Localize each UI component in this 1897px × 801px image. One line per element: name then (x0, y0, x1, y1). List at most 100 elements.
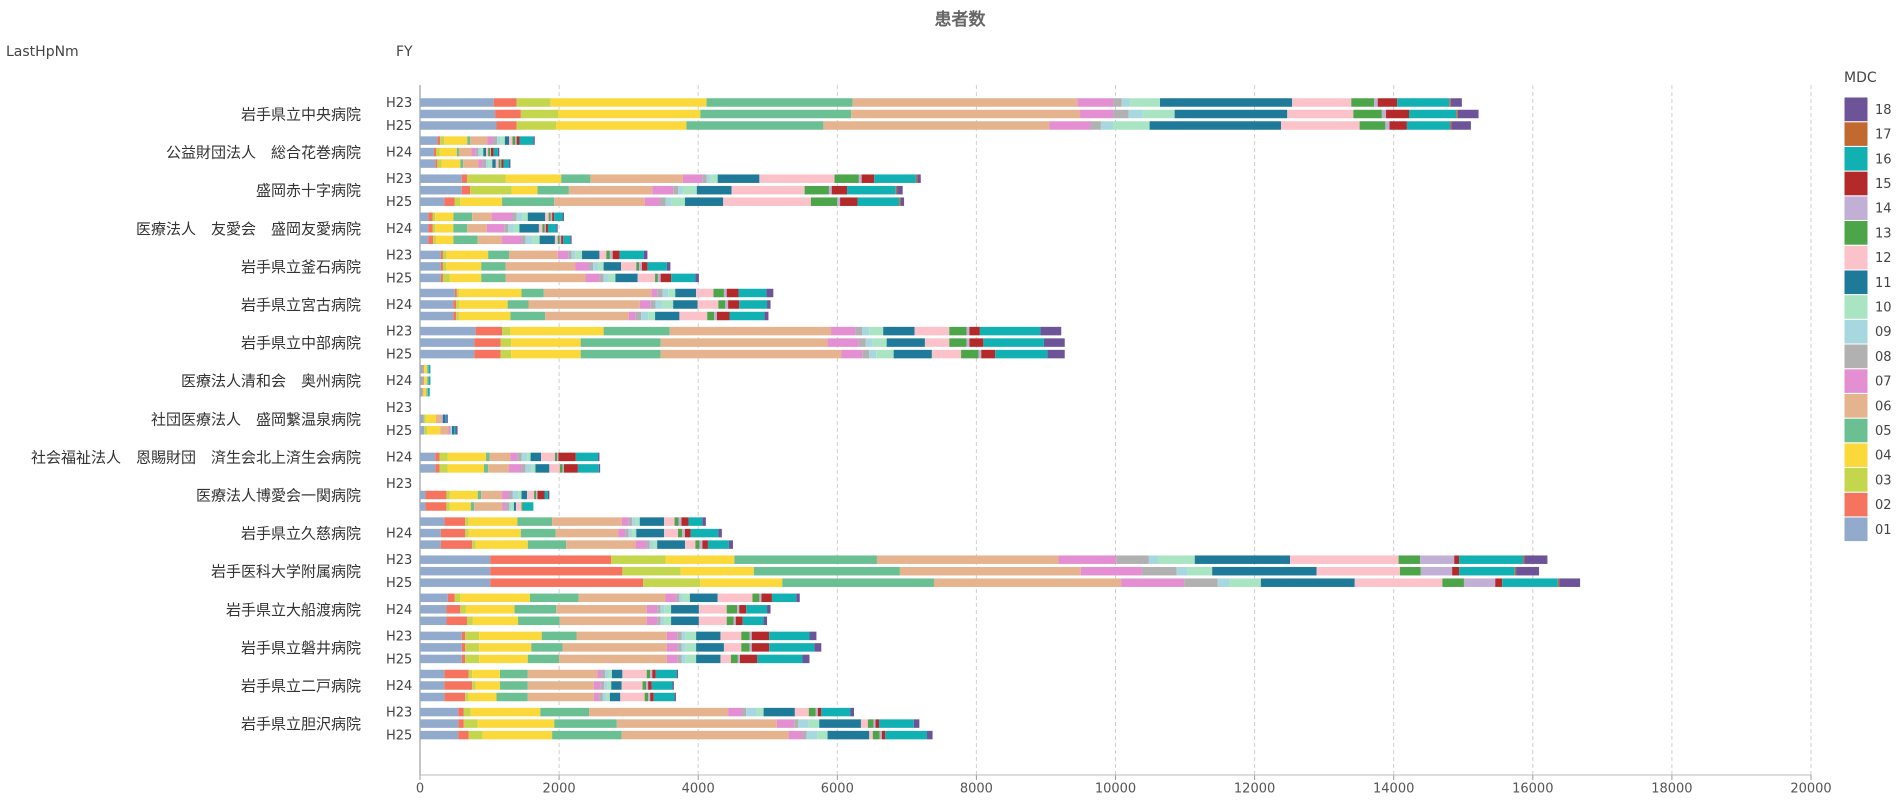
bar-segment (718, 300, 726, 309)
bar-segment (490, 147, 494, 157)
fy-label: H24 (386, 527, 412, 542)
bar-segment (668, 288, 676, 298)
bar-segment (446, 605, 461, 614)
bar-segment (558, 109, 701, 119)
bar-segment (603, 273, 609, 283)
legend-label: 16 (1875, 152, 1892, 167)
fy-label: H23 (386, 477, 412, 492)
bar-segment (913, 719, 920, 728)
bar-segment (646, 669, 651, 679)
bar-segment (1457, 109, 1479, 119)
bar-segment (660, 605, 665, 614)
bar-segment (883, 326, 915, 336)
bar-segment (468, 730, 483, 740)
bar-segment (445, 414, 447, 424)
bar-segment (837, 197, 841, 206)
bar-segment (433, 235, 436, 245)
bar-segment (639, 300, 651, 309)
bar-segment (702, 540, 708, 549)
hospital-label: 岩手医科大学附属病院 (211, 563, 361, 581)
bar-segment (545, 311, 629, 321)
bar-segment (682, 174, 703, 183)
bar-segment (739, 605, 747, 614)
bar-segment (458, 147, 472, 157)
legend-label: 11 (1875, 276, 1892, 291)
bar-segment (857, 197, 900, 206)
bar-segment (678, 528, 683, 538)
bar-segment (606, 692, 610, 702)
bar-segment (696, 654, 721, 664)
bar-segment (590, 174, 683, 183)
bar-segment (456, 311, 459, 321)
bar-segment (532, 235, 540, 245)
bar-segment (1217, 578, 1230, 587)
bar-segment (420, 212, 429, 222)
bar-segment (817, 730, 828, 740)
bar-segment (511, 349, 581, 359)
bar-segment (518, 490, 522, 500)
bar-segment (444, 197, 455, 206)
bar-segment (420, 502, 426, 511)
hospital-label: 岩手県立二戸病院 (241, 677, 361, 695)
legend-swatch (1843, 294, 1869, 320)
bar-segment (714, 311, 717, 321)
bar-segment (653, 692, 675, 702)
bar-segment (652, 185, 674, 195)
bar-segment (577, 464, 599, 473)
bar-segment (979, 326, 1041, 336)
bar-segment (435, 414, 442, 424)
bar-segment (1113, 121, 1150, 130)
bar-segment (538, 224, 543, 233)
bar-segment (465, 605, 515, 614)
bar-segment (420, 349, 475, 359)
bar-segment (559, 464, 563, 473)
bar-segment (609, 250, 613, 260)
bar-segment (440, 273, 443, 283)
bar-segment (562, 212, 564, 222)
bar-segment (798, 719, 809, 728)
bar-segment (554, 212, 563, 222)
bar-segment (420, 631, 462, 641)
bar-segment (713, 288, 724, 298)
bar-segment (420, 235, 429, 245)
bar-segment (622, 566, 681, 576)
bar-segment (1121, 578, 1185, 587)
bar-segment (728, 540, 733, 549)
bar-segment (420, 109, 496, 119)
bar-segment (874, 174, 916, 183)
bar-segment (1406, 121, 1451, 130)
bar-segment (615, 273, 638, 283)
legend-label: 17 (1875, 128, 1892, 143)
legend-swatch (1843, 170, 1869, 197)
bar-segment (660, 338, 828, 347)
bar-segment (961, 349, 979, 359)
bar-segment (481, 490, 503, 500)
bar-segment (420, 121, 497, 130)
bar-segment (751, 643, 770, 652)
bar-segment (860, 719, 868, 728)
bar-segment (1451, 121, 1471, 130)
bar-segment (454, 593, 461, 603)
bar-segment (487, 136, 494, 145)
bar-segment (635, 517, 640, 526)
bar-segment (432, 212, 436, 222)
bar-segment (503, 159, 510, 168)
bar-segment (1374, 98, 1378, 107)
bar-segment (520, 109, 559, 119)
legend-label: 09 (1875, 325, 1892, 340)
bar-segment (1463, 578, 1496, 587)
legend-label: 02 (1875, 498, 1892, 513)
bar-segment (449, 273, 482, 283)
bar-segment (741, 631, 750, 641)
bar-segment (420, 250, 441, 260)
legend-swatch (1843, 491, 1869, 518)
bar-segment (475, 147, 479, 157)
bar-segment (726, 605, 738, 614)
bar-segment (420, 555, 491, 564)
bar-segment (611, 669, 623, 679)
bar-segment (1047, 349, 1065, 359)
bar-segment (1456, 109, 1458, 119)
bar-segment (607, 681, 612, 690)
bar-segment (420, 224, 429, 233)
bar-segment (533, 136, 535, 145)
